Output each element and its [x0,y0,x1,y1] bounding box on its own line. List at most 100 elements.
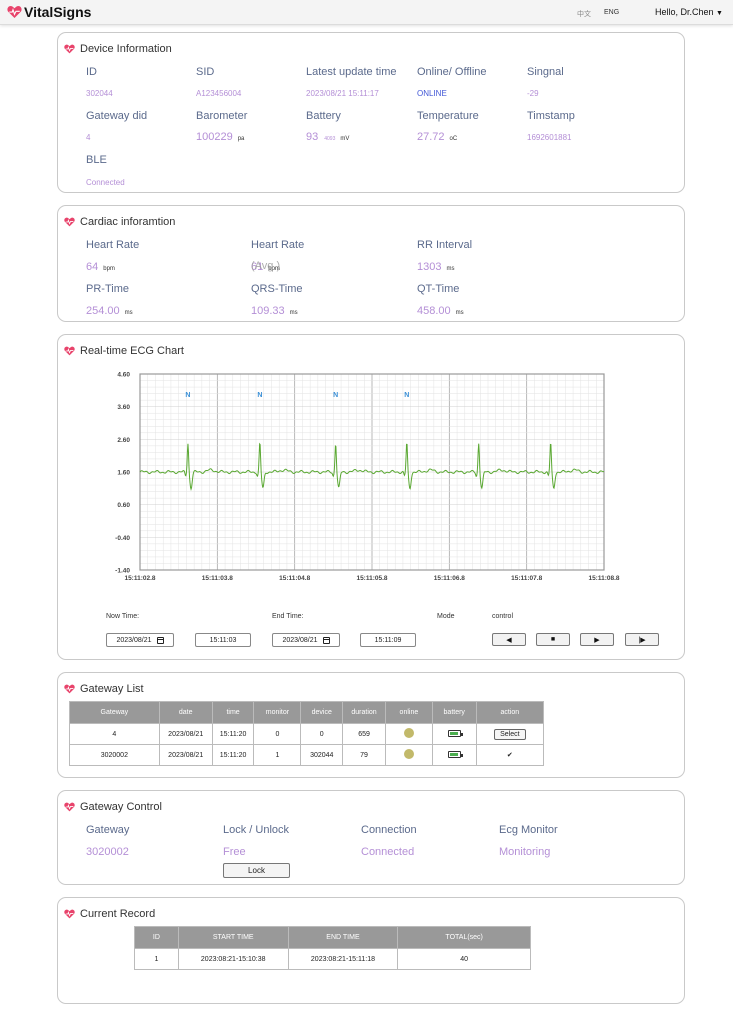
y-tick-label: 1.60 [117,470,130,477]
select-button[interactable]: Select [494,728,526,740]
x-tick-label: 15:11:02.8 [124,575,155,582]
gateway-list-card: Gateway List Gateway date time monitor d… [57,672,685,778]
x-tick-label: 15:11:05.8 [356,575,387,582]
online-status-dot-icon [403,749,414,759]
calendar-icon[interactable] [156,636,164,644]
language-en-link[interactable]: ENG [604,9,620,16]
heart-rate-label: Heart Rate [86,239,140,251]
top-navbar: VitalSigns 中文 ENG Hello, Dr.Chen ▼ [0,0,733,25]
card-header: Real-time ECG Chart [64,345,184,357]
battery-label: Battery [306,110,341,122]
battery-value: 93 4093 mV [306,131,349,143]
play-button[interactable]: ▶ [580,633,614,646]
online-status-dot-icon [403,728,414,738]
now-time-value: 15:11:03 [209,636,237,644]
pr-time-value: 254.00 ms [86,305,133,317]
now-time-input[interactable]: 15:11:03 [195,633,251,647]
heart-logo-icon [7,6,22,18]
beat-marker-label: N [404,392,409,399]
battery-icon [447,751,463,759]
heart-rate-avg-number: 61 [251,261,264,273]
cell-id: 1 [134,948,179,970]
table-row[interactable]: 4 2023/08/21 15:11:20 0 0 659 Select [69,723,545,745]
control-label: control [492,613,514,620]
stop-icon: ■ [550,636,556,643]
sid-value: A123456004 [196,89,242,98]
device-information-card: Device Information ID 302044 SID A123456… [57,32,685,193]
calendar-icon[interactable] [322,636,330,644]
user-menu-dropdown[interactable]: Hello, Dr.Chen ▼ [655,7,723,17]
current-record-card: Current Record ID START TIME END TIME TO… [57,897,685,1004]
ble-label: BLE [86,154,107,166]
ble-value: Connected [86,178,125,187]
language-zh-link[interactable]: 中文 [577,11,591,18]
update-time-value: 2023/08/21 15:11:17 [306,89,379,98]
heart-rate-avg-suffix: (Avg.) [251,260,281,272]
end-time-value: 15:11:09 [374,636,402,644]
pr-time-number: 254.00 [86,305,120,317]
lock-unlock-label: Lock / Unlock [223,824,290,836]
heart-rate-avg-label: Heart Rate [251,239,305,251]
col-duration: duration [342,701,386,724]
pr-time-unit: ms [124,310,133,316]
heart-icon [64,346,75,356]
ecg-chart-card: Real-time ECG Chart 4.60 3.60 2.60 1.60 0.60… [57,334,685,660]
temperature-label: Temperature [417,110,479,122]
col-id: ID [134,926,179,949]
cell-battery [431,744,477,766]
end-time-input[interactable]: 15:11:09 [360,633,416,647]
card-header: Current Record [64,908,155,920]
qrs-time-value: 109.33 ms [251,305,298,317]
gateway-value: 3020002 [86,846,129,858]
cell-action: ✔ [475,744,545,766]
col-time: time [211,701,255,724]
play-icon: ▶ [594,636,600,644]
battery-icon [447,730,463,738]
x-tick-label: 15:11:03.8 [202,575,233,582]
card-header: Device Information [64,43,172,55]
record-table: ID START TIME END TIME TOTAL(sec) 1 2023… [134,926,531,970]
brand-name: VitalSigns [24,4,92,20]
step-forward-button[interactable]: |▶ [625,633,659,646]
stop-button[interactable]: ■ [536,633,570,646]
cardiac-information-card: Cardiac inforamtion Heart Rate 64 bpm Hea… [57,205,685,322]
gateway-did-value: 4 [86,133,91,142]
pr-time-label: PR-Time [86,283,129,295]
cell-end-time: 2023:08:21-15:11:18 [287,948,399,970]
end-date-input[interactable]: 2023/08/21 [272,633,340,647]
heart-rate-avg-unit: bpm [268,266,280,272]
barometer-number: 100229 [196,131,233,143]
rewind-icon: ◀ [506,636,512,644]
end-time-label: End Time: [272,613,304,620]
timestamp-label: Timstamp [527,110,575,122]
heart-rate-unit: bpm [103,266,115,272]
ecg-monitor-label: Ecg Monitor [499,824,558,836]
col-action: action [475,701,545,724]
cell-time: 15:11:20 [211,723,255,745]
gateway-table: Gateway date time monitor device duratio… [69,701,545,766]
id-label: ID [86,66,97,78]
card-header: Cardiac inforamtion [64,216,175,228]
col-battery: battery [431,701,477,724]
online-status-label: Online/ Offline [417,66,487,78]
gateway-label: Gateway [86,824,130,836]
id-value: 302044 [86,89,113,98]
rewind-button[interactable]: ◀ [492,633,526,646]
table-row[interactable]: 1 2023:08:21-15:10:38 2023:08:21-15:11:1… [134,948,531,970]
checkmark-icon: ✔ [506,752,513,759]
user-greeting: Hello, Dr.Chen [655,7,714,17]
battery-voltage: 4093 [324,136,336,142]
qt-time-number: 458.00 [417,305,451,317]
rr-interval-number: 1303 [417,261,442,273]
ecg-chart: 4.60 3.60 2.60 1.60 0.60 -0.40 -1.4015:11:02.8… [115,372,620,583]
chevron-down-icon: ▼ [716,10,723,17]
now-date-input[interactable]: 2023/08/21 [106,633,174,647]
table-row[interactable]: 3020002 2023/08/21 15:11:20 1 302044 79 … [69,744,545,766]
x-tick-label: 15:11:08.8 [588,575,619,582]
lock-button[interactable]: Lock [223,863,290,878]
brand[interactable]: VitalSigns [7,4,91,20]
now-date-value: 2023/08/21 [116,636,152,644]
qrs-time-label: QRS-Time [251,283,303,295]
cell-online [384,723,433,745]
timestamp-value: 1692601881 [527,133,572,142]
